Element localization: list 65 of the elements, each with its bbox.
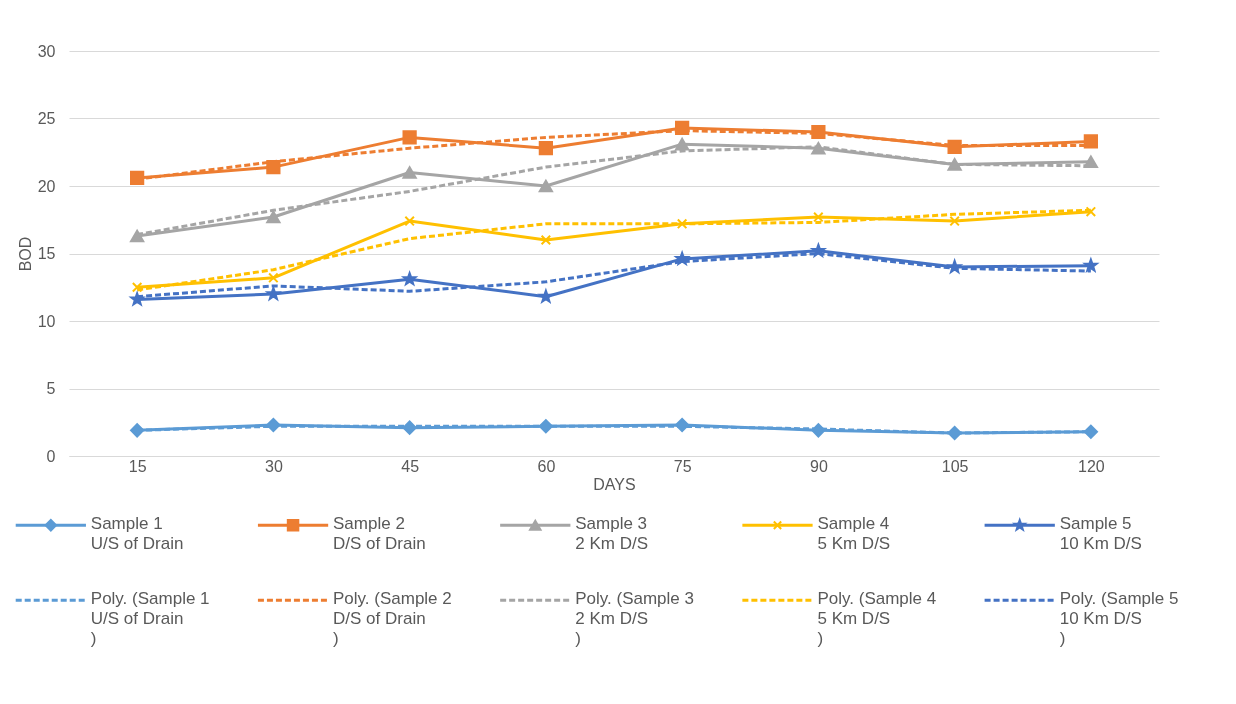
- point: [947, 139, 962, 154]
- point: [538, 179, 553, 193]
- y-tick-label: 5: [46, 380, 56, 397]
- point: [404, 215, 415, 227]
- point: [811, 423, 826, 438]
- point: [130, 229, 145, 243]
- y-tick-label: 10: [37, 312, 56, 330]
- point: [947, 158, 962, 171]
- point: [264, 286, 282, 302]
- x-tick-label: 60: [537, 457, 556, 475]
- legend-label: Sample 4 5 Km D/S: [817, 513, 891, 553]
- point: [947, 425, 962, 441]
- legend-label: Poly. (Sample 2 D/S of Drain ): [333, 588, 452, 648]
- legend-label: Sample 2 D/S of Drain: [333, 513, 426, 553]
- point: [675, 120, 690, 136]
- y-axis-title: BOD: [16, 236, 34, 272]
- y-tick-label: 30: [37, 42, 56, 60]
- x-tick-label: 90: [809, 457, 828, 475]
- point: [266, 417, 281, 433]
- point: [537, 287, 553, 304]
- point: [1083, 424, 1098, 439]
- point: [130, 423, 145, 438]
- legend-label: Poly. (Sample 5 10 Km D/S ): [1059, 588, 1179, 648]
- point: [402, 420, 417, 435]
- y-tick-label: 20: [37, 177, 56, 195]
- point: [538, 419, 553, 434]
- x-tick-label: 15: [128, 457, 147, 475]
- point: [949, 215, 960, 227]
- point: [675, 417, 690, 433]
- point: [1082, 256, 1100, 273]
- point: [131, 281, 143, 293]
- point: [675, 137, 690, 151]
- point: [813, 211, 824, 223]
- legend-label: Sample 1 U/S of Drain: [90, 513, 184, 553]
- point: [676, 218, 688, 230]
- point: [1083, 134, 1098, 149]
- point: [1085, 206, 1097, 217]
- legend-label: Poly. (Sample 4 5 Km D/S ): [817, 588, 937, 648]
- x-tick-label: 75: [673, 457, 692, 475]
- legend-label: Sample 5 10 Km D/S: [1059, 513, 1142, 553]
- point: [266, 159, 281, 175]
- point: [1083, 155, 1098, 168]
- point: [266, 210, 281, 224]
- point: [401, 270, 419, 287]
- point: [540, 234, 552, 246]
- point: [402, 166, 417, 179]
- y-tick-label: 15: [37, 245, 56, 262]
- x-tick-label: 120: [1078, 457, 1105, 475]
- legend-label: Sample 3 2 Km D/S: [575, 513, 648, 553]
- x-tick-label: 30: [264, 457, 283, 475]
- point: [811, 141, 826, 155]
- x-tick-label: 45: [401, 457, 420, 475]
- y-tick-label: 25: [37, 110, 56, 127]
- point: [130, 170, 145, 186]
- point: [946, 258, 964, 275]
- legend-label: Poly. (Sample 3 2 Km D/S ): [575, 588, 694, 648]
- y-tick-label: 0: [46, 447, 56, 465]
- x-tick-label: 105: [941, 457, 969, 475]
- point: [809, 242, 827, 259]
- point: [538, 141, 553, 156]
- x-axis-title: DAYS: [593, 475, 636, 493]
- legend-label: Poly. (Sample 1 U/S of Drain ): [90, 588, 210, 648]
- point: [402, 130, 417, 145]
- point: [811, 124, 826, 140]
- point: [268, 272, 279, 284]
